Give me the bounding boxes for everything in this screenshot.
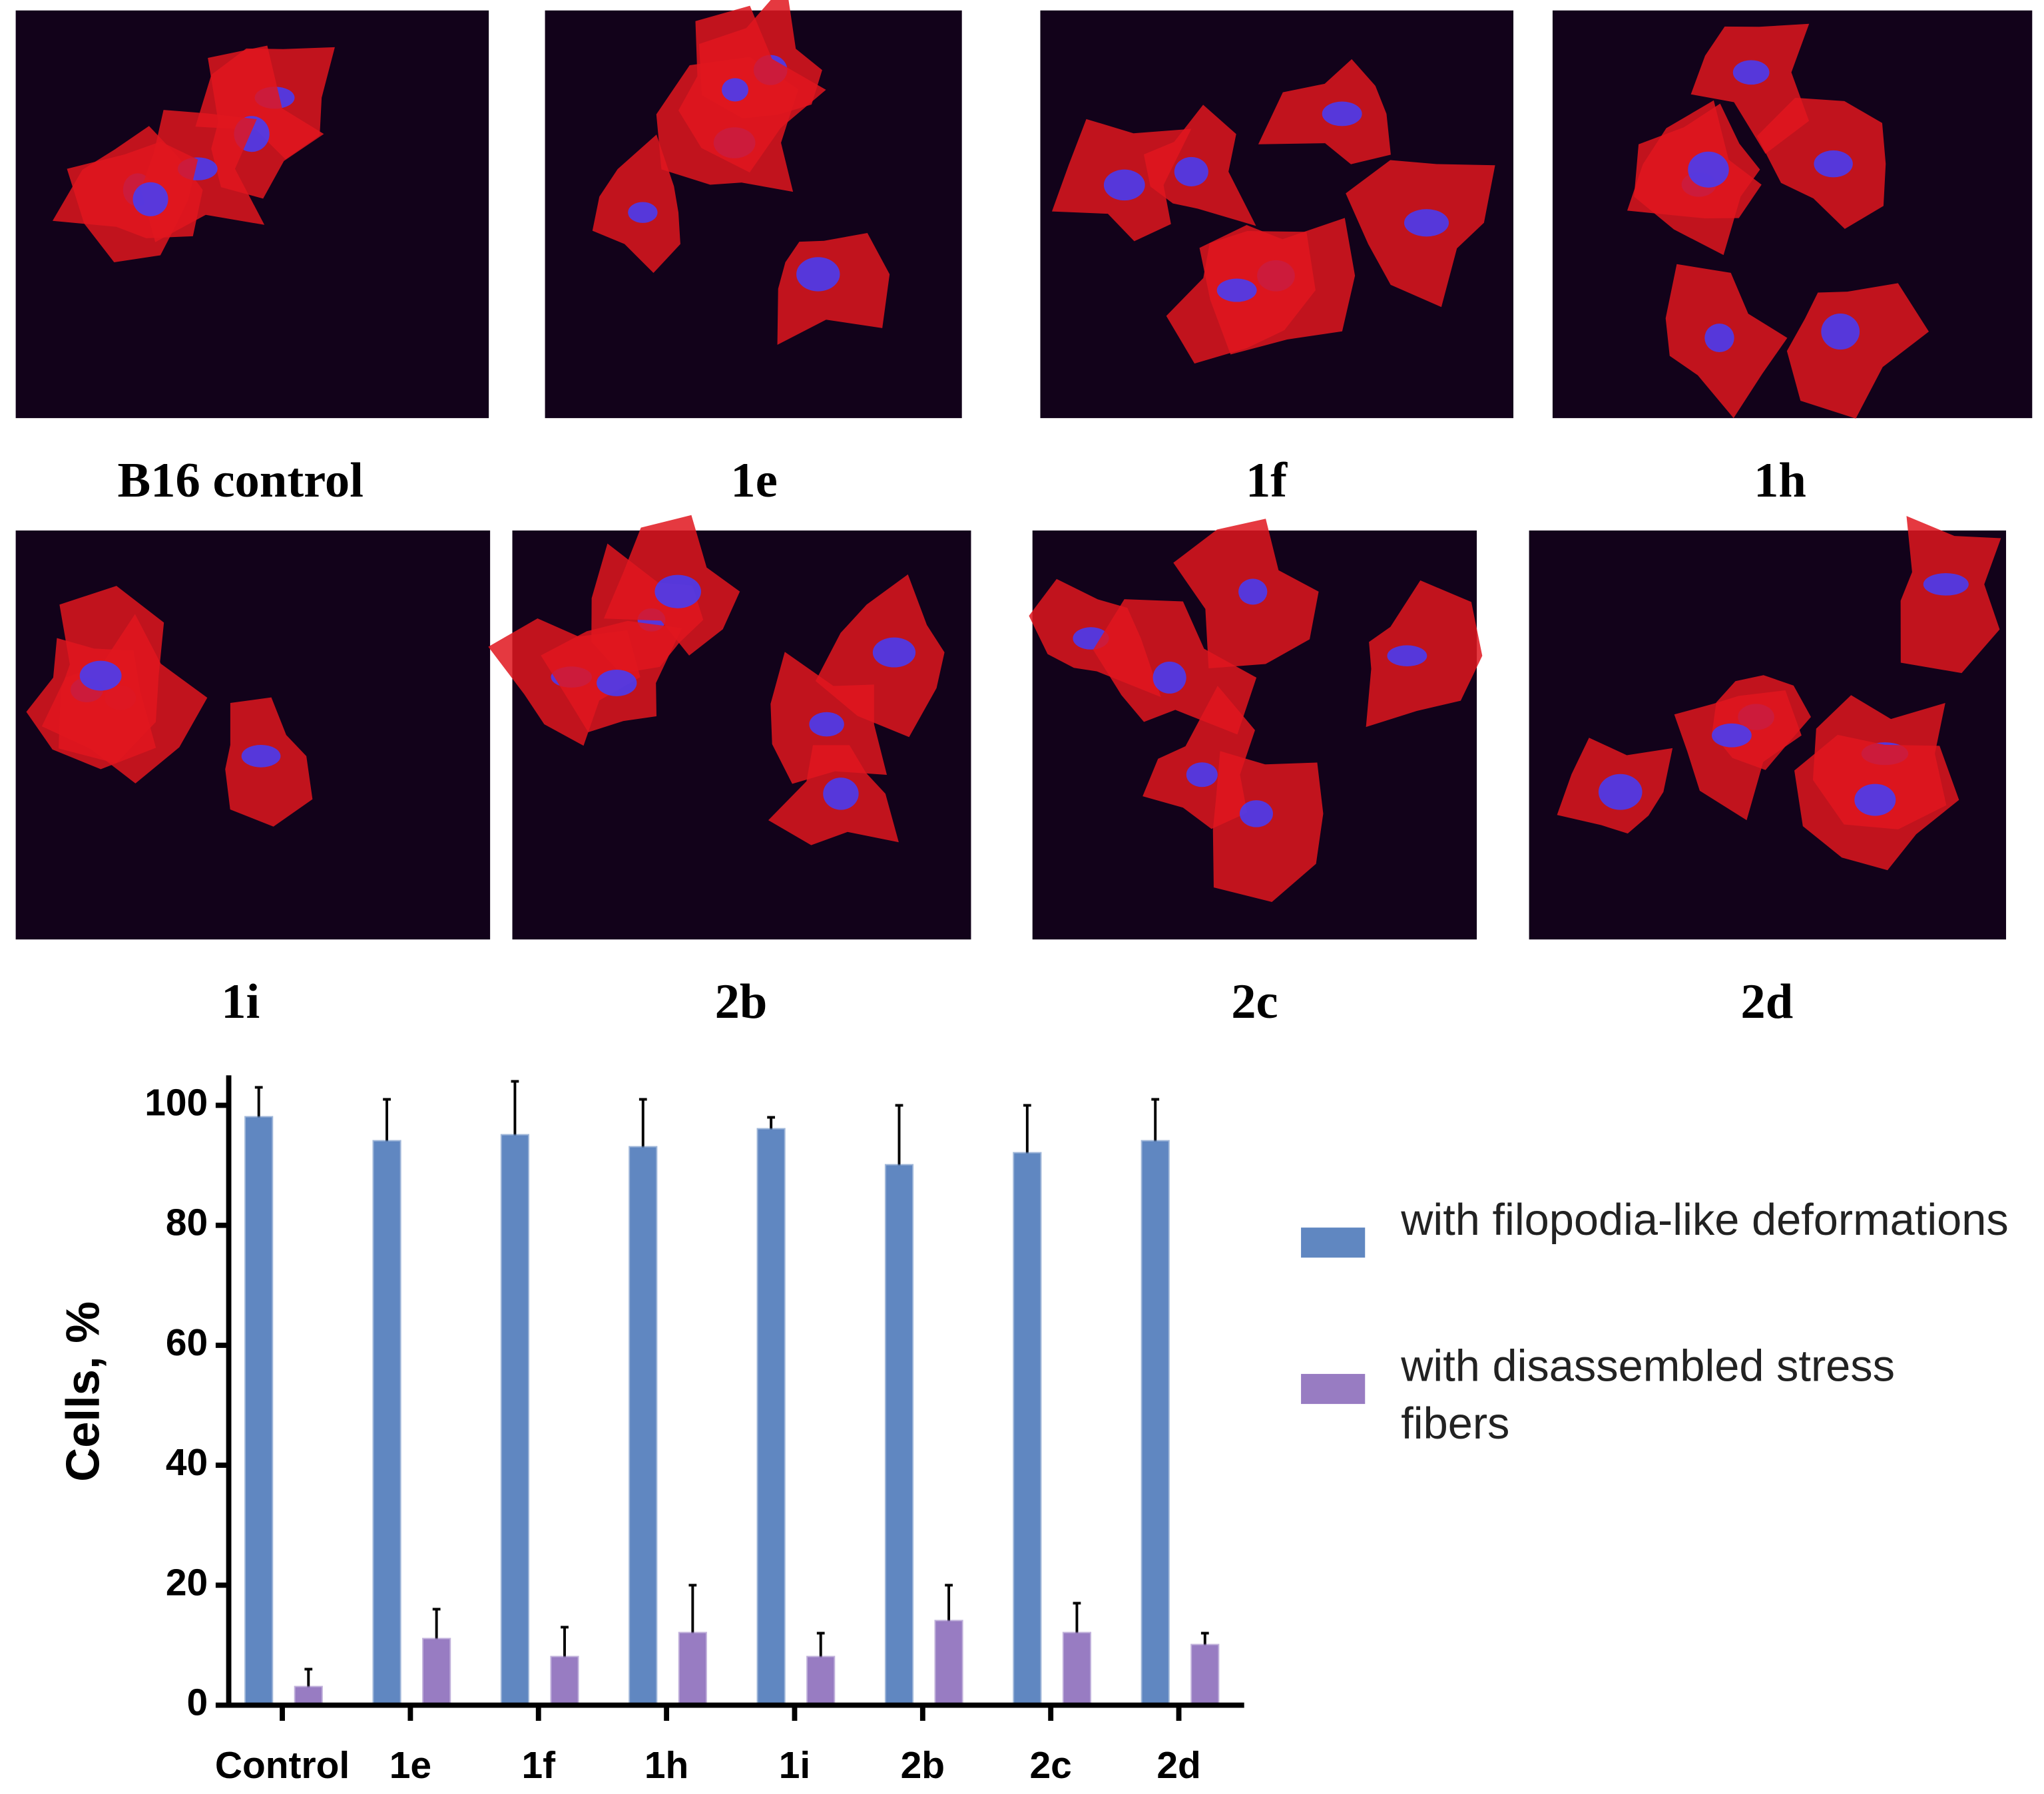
panel-label: 2c	[1231, 975, 1278, 1029]
bar	[294, 1685, 323, 1707]
bar	[678, 1632, 707, 1707]
cell-nucleus	[1821, 314, 1860, 350]
cell-body	[678, 5, 826, 173]
panel-label: 1i	[221, 975, 260, 1029]
bar	[550, 1656, 579, 1707]
legend-label: with disassembled stress fibers	[1401, 1341, 1896, 1449]
cell-nucleus	[1322, 101, 1362, 126]
x-tick-label: 1h	[644, 1744, 688, 1787]
cell-nucleus	[872, 637, 916, 668]
cell-nucleus	[796, 257, 840, 292]
cell-nucleus	[1732, 60, 1770, 85]
y-tick-label: 80	[166, 1202, 208, 1244]
cell-nucleus	[1688, 151, 1729, 188]
cell-nucleus	[1238, 578, 1268, 605]
micrograph	[545, 0, 962, 419]
cell-nucleus	[1814, 150, 1853, 178]
cell-nucleus	[241, 744, 281, 768]
legend-swatch	[1301, 1228, 1366, 1258]
bar	[1141, 1140, 1170, 1707]
y-tick-label: 40	[166, 1441, 208, 1484]
bar	[934, 1620, 963, 1707]
panel-label: 2d	[1740, 975, 1793, 1029]
cell-nucleus	[823, 778, 859, 810]
bar	[1013, 1152, 1042, 1707]
bar	[1190, 1644, 1220, 1707]
legend-label: with filopodia-like deformations	[1401, 1196, 2009, 1245]
cell-nucleus	[1186, 762, 1218, 787]
bar	[884, 1164, 914, 1707]
legend-swatch	[1301, 1373, 1366, 1405]
cell-body	[1212, 751, 1324, 902]
cell-nucleus	[722, 78, 749, 102]
cell-body	[1674, 690, 1802, 821]
panel-label: 2b	[715, 975, 768, 1029]
panel-label: 1f	[1246, 453, 1288, 508]
cell-body	[1786, 283, 1929, 419]
cell-nucleus	[1404, 209, 1449, 237]
x-tick-label: 2d	[1156, 1744, 1200, 1787]
cell-nucleus	[597, 670, 637, 696]
micrograph	[1529, 516, 2007, 940]
y-tick-label: 60	[166, 1321, 208, 1364]
cell-nucleus	[809, 712, 844, 737]
cell-nucleus	[79, 660, 122, 691]
cell-nucleus	[1854, 784, 1896, 816]
micrograph	[1040, 10, 1514, 419]
micrograph	[1552, 10, 2033, 419]
panel-label: B16 control	[117, 453, 363, 508]
bar	[756, 1128, 786, 1707]
panel-label: 1h	[1754, 453, 1806, 508]
bar	[1062, 1632, 1092, 1707]
bar	[500, 1134, 530, 1707]
legend-entry: with disassembled stress fibers	[1401, 1341, 1896, 1449]
cell-nucleus	[1174, 156, 1208, 186]
cell-nucleus	[1103, 169, 1145, 201]
y-tick-label: 20	[166, 1561, 208, 1604]
bar	[422, 1638, 451, 1707]
x-tick-label: 1f	[521, 1744, 556, 1787]
bar	[629, 1146, 658, 1707]
y-axis-label: Cells, %	[56, 1301, 109, 1482]
x-tick-label: 2c	[1030, 1744, 1072, 1787]
y-tick-label: 0	[186, 1682, 208, 1724]
cell-nucleus	[1923, 572, 1969, 596]
cell-nucleus	[1704, 324, 1734, 352]
cell-nucleus	[1239, 800, 1273, 827]
x-tick-label: 1e	[389, 1744, 431, 1787]
micrograph	[15, 10, 489, 419]
cell-body	[67, 141, 198, 262]
y-tick-label: 100	[144, 1082, 208, 1124]
cell-nucleus	[1711, 723, 1752, 748]
micrograph	[488, 515, 971, 940]
cell-nucleus	[1387, 645, 1427, 667]
cell-nucleus	[654, 574, 701, 608]
cell-nucleus	[1216, 278, 1257, 302]
panel-label: 1e	[730, 453, 777, 508]
x-tick-label: Control	[215, 1744, 350, 1787]
x-tick-label: 2b	[901, 1744, 945, 1787]
micrograph	[1029, 519, 1483, 940]
legend-entry: with filopodia-like deformations	[1401, 1196, 2009, 1245]
cell-nucleus	[628, 202, 658, 223]
x-tick-label: 1i	[779, 1744, 810, 1787]
cell-nucleus	[1598, 774, 1643, 810]
bar	[806, 1656, 836, 1707]
bar	[244, 1116, 274, 1707]
cell-nucleus	[132, 182, 168, 216]
micrograph	[15, 530, 491, 940]
bar	[372, 1140, 401, 1707]
cell-nucleus	[1152, 661, 1186, 694]
